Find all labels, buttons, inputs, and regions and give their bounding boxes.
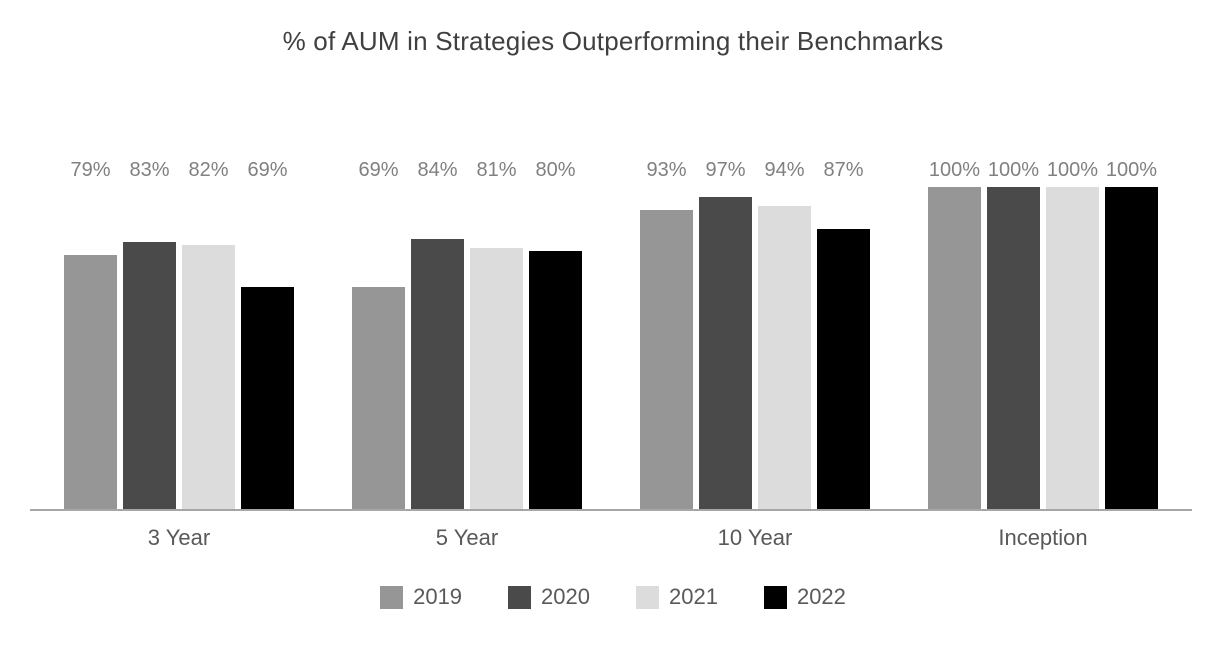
bar-value-label: 97% (705, 159, 746, 181)
legend-item-2022: 2022 (763, 584, 846, 610)
bar-2022-3-year: 69% (241, 159, 294, 509)
bar-value-label: 94% (764, 159, 805, 181)
bar-wrap: 97% (699, 159, 752, 509)
bar-value-label: 80% (535, 159, 576, 181)
legend: 2019 2020 2021 2022 (0, 584, 1226, 610)
bar-wrap: 100% (1105, 159, 1158, 509)
legend-swatch-2020 (508, 585, 532, 609)
bar-2021-5-year: 81% (470, 159, 523, 509)
bar-value-label: 100% (928, 159, 981, 181)
bar-value-label: 69% (247, 159, 288, 181)
bar-group-3-year: 79% 83% 82% 69% (64, 159, 294, 509)
bar-2021-3-year: 82% (182, 159, 235, 509)
bar-group-5-year: 69% 84% 81% 80% (352, 159, 582, 509)
legend-item-2021: 2021 (636, 584, 718, 610)
x-axis-labels: 3 Year 5 Year 10 Year Inception (30, 525, 1192, 551)
plot-area: 79% 83% 82% 69% 69% 84% 81% 80% 93% 97% 94% 87% 100%… (30, 159, 1192, 551)
bar-value-label: 81% (476, 159, 517, 181)
legend-label: 2019 (413, 584, 463, 609)
bar-2020-10-year: 97% (699, 159, 752, 509)
bar-value-label: 79% (70, 159, 111, 181)
bar-2020-3-year: 83% (123, 159, 176, 509)
bar-groups: 79% 83% 82% 69% 69% 84% 81% 80% 93% 97% 94% 87% 100%… (30, 159, 1192, 511)
bar-value-label: 100% (1105, 159, 1158, 181)
bar-wrap: 100% (928, 159, 981, 509)
legend-swatch-2021 (636, 585, 659, 609)
bar-value-label: 93% (646, 159, 687, 181)
bar-value-label: 100% (1046, 159, 1099, 181)
bar-2022-5-year: 80% (529, 159, 582, 509)
bar-wrap: 84% (411, 159, 464, 509)
bar-value-label: 82% (188, 159, 229, 181)
chart-title: % of AUM in Strategies Outperforming the… (282, 26, 944, 56)
bar-2021-inception: 100% (1046, 159, 1099, 509)
bar-chart: % of AUM in Strategies Outperforming the… (0, 26, 1226, 650)
bar-value-label: 84% (417, 159, 458, 181)
x-axis-label-inception: Inception (998, 525, 1088, 550)
bar-2020-5-year: 84% (411, 159, 464, 509)
legend-item-2020: 2020 (508, 584, 590, 610)
bar-2019-3-year: 79% (64, 159, 117, 509)
bar-value-label: 69% (358, 159, 399, 181)
bar-wrap: 100% (987, 159, 1040, 509)
bar-wrap: 69% (352, 159, 405, 509)
bar-wrap: 79% (64, 159, 117, 509)
bar-wrap: 94% (758, 159, 811, 509)
x-axis-label-5-year: 5 Year (435, 525, 499, 550)
bar-group-10-year: 93% 97% 94% 87% (640, 159, 870, 509)
bar-value-label: 83% (129, 159, 170, 181)
x-axis-label-10-year: 10 Year (717, 525, 793, 550)
bar-2022-10-year: 87% (817, 159, 870, 509)
bar-2020-inception: 100% (987, 159, 1040, 509)
bar-wrap: 82% (182, 159, 235, 509)
bar-2021-10-year: 94% (758, 159, 811, 509)
bar-2022-inception: 100% (1105, 159, 1158, 509)
bar-wrap: 83% (123, 159, 176, 509)
bar-wrap: 69% (241, 159, 294, 509)
bar-2019-5-year: 69% (352, 159, 405, 509)
bar-2019-inception: 100% (928, 159, 981, 509)
bar-wrap: 100% (1046, 159, 1099, 509)
bar-wrap: 80% (529, 159, 582, 509)
legend-label: 2022 (796, 584, 846, 609)
legend-label: 2020 (541, 584, 590, 609)
legend-swatch-2022 (763, 585, 787, 609)
bar-value-label: 87% (823, 159, 864, 181)
bar-group-inception: 100% 100% 100% 100% (928, 159, 1158, 509)
bar-2019-10-year: 93% (640, 159, 693, 509)
legend-swatch-2019 (380, 585, 404, 609)
legend-item-2019: 2019 (380, 584, 462, 610)
bar-wrap: 87% (817, 159, 870, 509)
bar-wrap: 81% (470, 159, 523, 509)
x-axis-label-3-year: 3 Year (147, 525, 211, 550)
bar-value-label: 100% (987, 159, 1040, 181)
bar-wrap: 93% (640, 159, 693, 509)
legend-label: 2021 (669, 584, 718, 609)
